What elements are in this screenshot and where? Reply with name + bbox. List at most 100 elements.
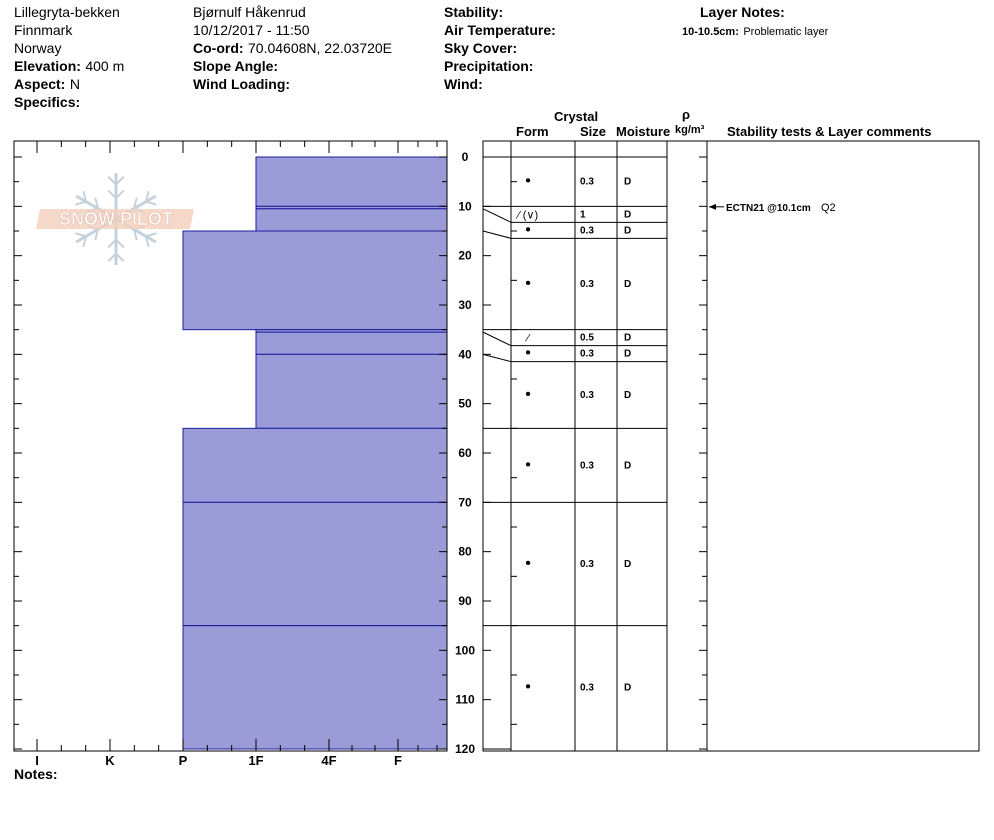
layer-size-8: 0.3 (580, 559, 594, 570)
snowflake-branch (132, 197, 138, 209)
depth-label: 70 (458, 495, 472, 509)
elevation: Elevation: 400 m (14, 58, 124, 75)
layer-connector (482, 208, 512, 223)
layer-size-5: 0.3 (580, 349, 594, 360)
layer-moisture-7: D (624, 460, 631, 471)
layer-size-1: 1 (580, 209, 586, 220)
hardness-bar-7 (182, 427, 448, 503)
elevation-value: 400 m (85, 58, 125, 74)
layer-form-4: ⁄ (524, 333, 531, 345)
hardness-label-K: K (105, 753, 115, 768)
layer-notes-title: Layer Notes: (700, 4, 785, 20)
layer-moisture-9: D (624, 682, 631, 693)
layer-form-6: • (525, 386, 531, 403)
aspect-value: N (69, 76, 80, 92)
depth-label: 120 (455, 742, 475, 756)
hardness-label-1F: 1F (248, 753, 263, 768)
layer-note-text: Problematic layer (743, 26, 829, 38)
layer-connector (482, 353, 512, 363)
layer-form-9: • (525, 678, 531, 695)
col-moisture: Moisture (616, 124, 671, 139)
aspect-label: Aspect: (14, 76, 66, 92)
hardness-bar-6 (255, 353, 448, 429)
snowflake-branch (145, 232, 157, 238)
region: Finnmark (14, 22, 73, 38)
hardness-bar-0 (255, 156, 448, 207)
layer-moisture-8: D (624, 559, 631, 570)
layer-size-4: 0.5 (580, 333, 594, 344)
snowflake-branch (82, 235, 88, 248)
snowflake-branch (132, 229, 138, 241)
snowflake-branch (107, 238, 117, 249)
observer: Bjørnulf Håkenrud (193, 4, 306, 20)
layer-form-0: • (525, 173, 531, 190)
watermark-banner (36, 209, 194, 229)
layer-size-6: 0.3 (580, 390, 594, 401)
snowflake-arm (115, 194, 157, 221)
snowflake-branch (115, 189, 125, 200)
layer-form-5: • (525, 345, 531, 362)
layer-form-2: • (525, 221, 531, 238)
snowflake-branch (94, 197, 100, 209)
hardness-label-P: P (179, 753, 188, 768)
table-frame (482, 140, 980, 752)
layer-note: 10-10.5cm: Problematic layer (682, 23, 828, 40)
depth-label: 90 (458, 594, 472, 608)
snowflake-branch (75, 200, 87, 206)
hardness-bar-5 (255, 331, 448, 355)
layer-size-3: 0.3 (580, 279, 594, 290)
snowflake-branch (115, 252, 125, 262)
layer-connector (482, 230, 512, 239)
wind-label: Wind: (444, 76, 483, 92)
snowflake-branch (115, 238, 125, 249)
elevation-label: Elevation: (14, 58, 81, 74)
layer-form-1: ⁄ (∨) (515, 209, 538, 221)
snowflake-branch (87, 225, 99, 231)
depth-label: 10 (458, 199, 472, 213)
layer-size-2: 0.3 (580, 225, 594, 236)
coord-label: Co-ord: (193, 40, 244, 56)
snowflake-branch (107, 176, 117, 186)
hardness-label-4F: 4F (321, 753, 336, 768)
datetime: 10/12/2017 - 11:50 (193, 22, 310, 38)
hardness-label-I: I (35, 753, 39, 768)
layer-moisture-3: D (624, 279, 631, 290)
notes-label: Notes: (14, 766, 58, 782)
layer-moisture-0: D (624, 177, 631, 188)
layer-note-range: 10-10.5cm: (682, 26, 739, 38)
layer-moisture-2: D (624, 225, 631, 236)
snowflake-branch (133, 225, 145, 231)
layer-size-7: 0.3 (580, 460, 594, 471)
col-stability-comments: Stability tests & Layer comments (727, 124, 932, 139)
hardness-label-F: F (394, 753, 402, 768)
snowflake-arm (115, 217, 157, 244)
aspect: Aspect: N (14, 76, 80, 93)
snowflake-branch (87, 207, 99, 213)
stability-test-quality-0: Q2 (821, 202, 836, 214)
col-crystal: Crystal (554, 109, 599, 124)
country: Norway (14, 40, 62, 56)
depth-label: 40 (458, 347, 472, 361)
specifics-label: Specifics: (14, 94, 81, 110)
snowpilot-watermark: SNOW PILOT (36, 173, 194, 265)
layer-form-8: • (525, 555, 531, 572)
layer-moisture-6: D (624, 390, 631, 401)
coordinates: Co-ord: 70.04608N, 22.03720E (193, 40, 392, 57)
slope-angle-label: Slope Angle: (193, 58, 279, 74)
layer-size-9: 0.3 (580, 682, 594, 693)
sky-cover-label: Sky Cover: (444, 40, 518, 56)
air-temperature-label: Air Temperature: (444, 22, 556, 38)
coord-value: 70.04608N, 22.03720E (248, 40, 393, 56)
snowflake-branch (145, 200, 157, 206)
col-size: Size (580, 124, 607, 139)
snowflake-branch (94, 229, 100, 241)
snowflake-branch (144, 190, 150, 203)
snowflake-branch (133, 207, 145, 213)
stability-test-arrowhead-0 (709, 203, 716, 210)
depth-label: 80 (458, 545, 472, 559)
hardness-bar-8 (182, 501, 448, 627)
snowflake-branch (107, 252, 117, 262)
depth-label: 110 (455, 693, 475, 707)
stability-test-label-0: ECTN21 @10.1cm (726, 203, 811, 214)
